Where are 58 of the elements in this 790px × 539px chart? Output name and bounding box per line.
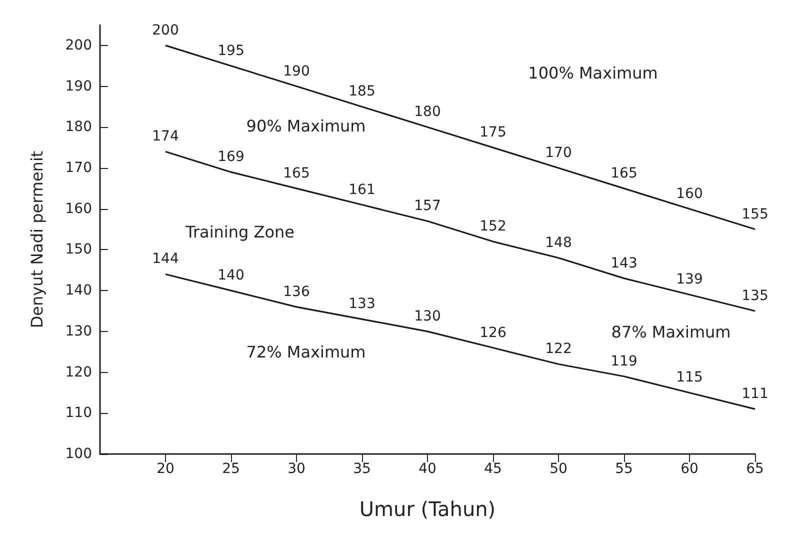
- x-tick-label: 25: [222, 461, 240, 477]
- data-label: 155: [742, 206, 768, 222]
- data-label: 161: [348, 182, 376, 198]
- x-tick-label: 45: [484, 461, 502, 477]
- data-label: 195: [218, 42, 244, 59]
- y-tick-label: 180: [65, 119, 92, 136]
- y-tick-label: 190: [65, 78, 92, 94]
- data-label: 160: [676, 186, 703, 202]
- data-label: 157: [414, 198, 441, 214]
- data-label: 170: [545, 145, 572, 161]
- data-label: 180: [414, 104, 441, 120]
- data-label: 148: [545, 234, 572, 251]
- x-tick-label: 30: [288, 461, 306, 477]
- y-tick-label: 140: [65, 282, 92, 299]
- data-label: 139: [676, 272, 703, 288]
- data-label: 115: [676, 370, 703, 386]
- x-tick-label: 20: [156, 461, 174, 477]
- data-label: 185: [348, 84, 376, 100]
- y-tick-label: 130: [65, 323, 92, 340]
- y-tick-label: 100: [65, 446, 92, 462]
- data-label: 126: [480, 324, 506, 341]
- annotation: Training Zone: [184, 222, 294, 242]
- data-label: 165: [610, 165, 638, 182]
- annotation: 87% Maximum: [611, 322, 731, 342]
- x-tick-label: 55: [615, 461, 633, 477]
- x-tick-label: 65: [746, 461, 764, 477]
- data-label: 143: [610, 255, 638, 272]
- y-tick-label: 160: [65, 200, 92, 217]
- annotation: 72% Maximum: [246, 342, 366, 362]
- data-label: 136: [283, 284, 310, 300]
- data-label: 119: [610, 353, 638, 370]
- y-tick-label: 110: [65, 405, 92, 422]
- y-tick-label: 170: [65, 160, 92, 176]
- data-label: 133: [348, 296, 376, 312]
- data-label: 175: [480, 124, 506, 141]
- data-label: 111: [742, 386, 768, 402]
- data-label: 140: [218, 268, 244, 284]
- data-label: 144: [152, 251, 179, 268]
- data-label: 174: [152, 128, 179, 145]
- data-label: 200: [152, 22, 179, 38]
- x-tick-label: 35: [353, 461, 371, 477]
- y-axis-title: Denyut Nadi permenit: [28, 150, 46, 328]
- data-label: 165: [283, 165, 310, 182]
- y-tick-label: 120: [65, 364, 92, 380]
- data-label: 122: [545, 341, 572, 358]
- y-tick-label: 200: [65, 37, 92, 54]
- data-label: 130: [414, 308, 441, 324]
- x-axis-title: Umur (Tahun): [359, 497, 496, 521]
- y-tick-label: 150: [65, 242, 92, 258]
- data-label: 152: [480, 218, 506, 235]
- x-tick-label: 40: [418, 461, 436, 477]
- data-label: 190: [283, 63, 310, 80]
- data-label: 169: [218, 149, 244, 166]
- data-label: 135: [742, 288, 768, 304]
- annotation: 100% Maximum: [528, 64, 658, 82]
- annotation: 90% Maximum: [246, 116, 366, 136]
- x-tick-label: 60: [680, 461, 698, 477]
- x-tick-label: 50: [550, 461, 568, 477]
